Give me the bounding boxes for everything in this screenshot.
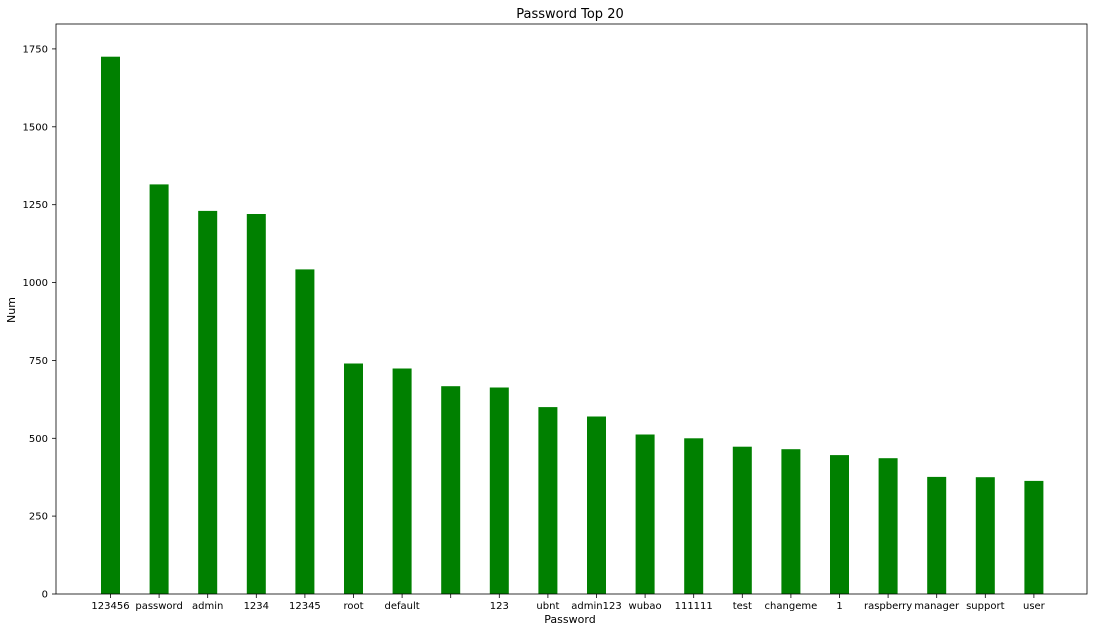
x-tick-label: support xyxy=(966,601,1004,612)
x-tick-label: 1 xyxy=(836,601,842,612)
y-tick-label: 1250 xyxy=(23,200,48,211)
bars-group xyxy=(101,56,1044,594)
x-tick-label: changeme xyxy=(765,601,818,612)
y-tick-label: 1500 xyxy=(23,122,48,133)
bar-4 xyxy=(246,214,266,594)
x-tick-label: password xyxy=(135,601,182,612)
x-tick-label: root xyxy=(343,601,363,612)
x-tick-label: raspberry xyxy=(864,601,912,612)
plot-area-frame xyxy=(55,23,1088,595)
bar-17 xyxy=(878,458,898,594)
bar-5 xyxy=(295,269,315,594)
bar-10 xyxy=(538,407,558,594)
x-tick-label: test xyxy=(733,601,752,612)
bar-14 xyxy=(732,446,752,594)
y-tick-label: 250 xyxy=(29,512,48,523)
x-tick-label: admin123 xyxy=(571,601,621,612)
x-tick-label: 12345 xyxy=(289,601,321,612)
x-axis-ticks: 123456 password admin 1234 12345 root default 1… xyxy=(91,594,1046,612)
bar-11 xyxy=(587,416,606,594)
bar-6 xyxy=(344,363,363,594)
x-tick-label: manager xyxy=(914,601,960,612)
y-tick-label: 750 xyxy=(29,356,48,367)
x-tick-label: 123456 xyxy=(91,601,129,612)
bar-16 xyxy=(830,455,849,594)
bar-7 xyxy=(392,368,412,594)
bar-1 xyxy=(101,56,120,594)
chart-title: Password Top 20 xyxy=(516,7,623,22)
x-tick-label: ubnt xyxy=(536,601,559,612)
x-tick-label: admin xyxy=(192,601,223,612)
x-tick-label: 111111 xyxy=(675,601,713,612)
bar-19 xyxy=(975,477,995,594)
y-tick-label: 1000 xyxy=(23,278,48,289)
bar-13 xyxy=(684,438,704,594)
x-axis-label: Password xyxy=(544,613,595,626)
bar-2 xyxy=(149,184,169,594)
bar-3 xyxy=(198,210,218,594)
y-tick-label: 1750 xyxy=(23,44,48,55)
x-tick-label: 123 xyxy=(490,601,509,612)
bar-15 xyxy=(781,449,801,594)
y-axis-ticks: 0 250 500 750 1000 1250 1500 1750 xyxy=(23,44,56,601)
bar-12 xyxy=(635,434,655,594)
y-tick-label: 500 xyxy=(29,434,48,445)
bar-20 xyxy=(1024,480,1044,594)
bar-9 xyxy=(489,387,509,594)
x-tick-label: default xyxy=(385,601,420,612)
bar-18 xyxy=(927,476,947,594)
x-tick-label: wubao xyxy=(629,601,662,612)
bar-8 xyxy=(441,386,461,594)
y-tick-label: 0 xyxy=(42,590,48,601)
x-tick-label: user xyxy=(1023,601,1046,612)
x-tick-label: 1234 xyxy=(244,601,269,612)
y-axis-label: Num xyxy=(5,297,18,323)
